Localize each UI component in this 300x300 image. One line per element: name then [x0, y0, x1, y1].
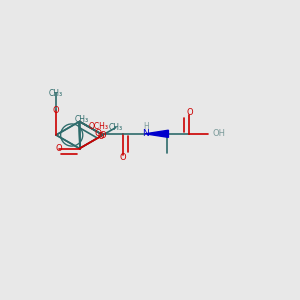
Text: H: H: [143, 122, 148, 131]
Text: O: O: [100, 130, 106, 140]
Text: N: N: [142, 129, 148, 138]
Text: CH₃: CH₃: [49, 89, 63, 98]
Text: O: O: [95, 129, 102, 138]
Text: OCH₃: OCH₃: [89, 122, 109, 130]
Polygon shape: [145, 130, 168, 137]
Text: O: O: [120, 153, 126, 162]
Text: O: O: [186, 108, 193, 117]
Text: CH₃: CH₃: [109, 123, 123, 132]
Text: OH: OH: [212, 129, 225, 138]
Text: CH₃: CH₃: [74, 115, 88, 124]
Text: O: O: [98, 132, 104, 141]
Text: O: O: [53, 106, 59, 115]
Text: O: O: [55, 144, 62, 153]
